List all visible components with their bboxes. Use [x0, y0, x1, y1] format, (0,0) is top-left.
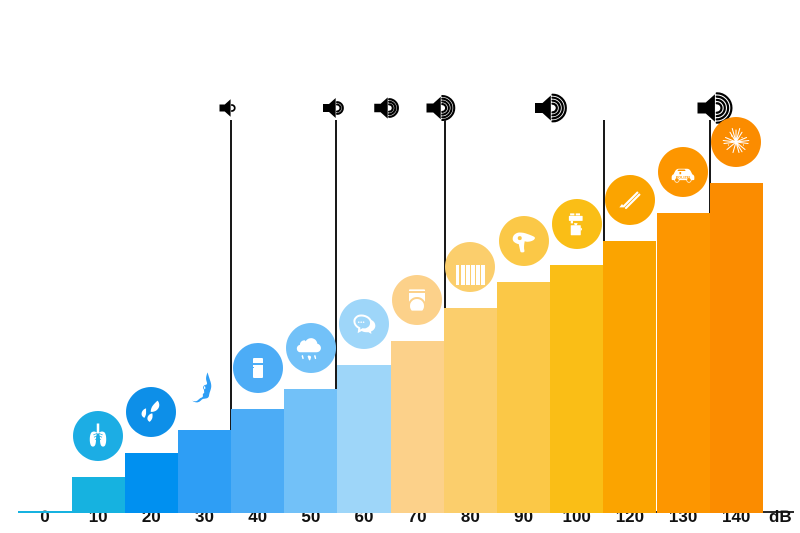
svg-text:POLIZEI: POLIZEI — [676, 175, 690, 179]
